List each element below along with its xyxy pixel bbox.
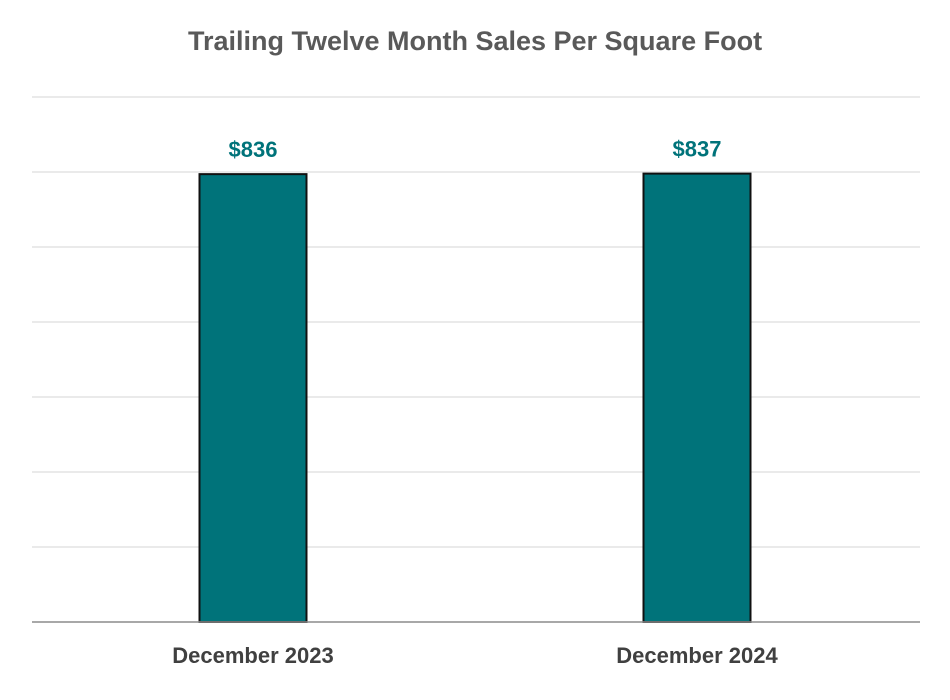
bars	[198, 172, 752, 623]
bar-1	[198, 173, 308, 623]
x-axis-tick-labels: December 2023 December 2024	[172, 643, 778, 668]
data-label-2: $837	[673, 137, 722, 162]
gridlines	[32, 96, 920, 548]
x-tick-label-2: December 2024	[616, 643, 778, 668]
bar-2	[642, 172, 752, 623]
x-tick-label-1: December 2023	[172, 643, 333, 668]
chart-title: Trailing Twelve Month Sales Per Square F…	[187, 26, 763, 56]
data-label-1: $836	[229, 137, 278, 162]
data-labels: $836 $837	[229, 137, 722, 163]
